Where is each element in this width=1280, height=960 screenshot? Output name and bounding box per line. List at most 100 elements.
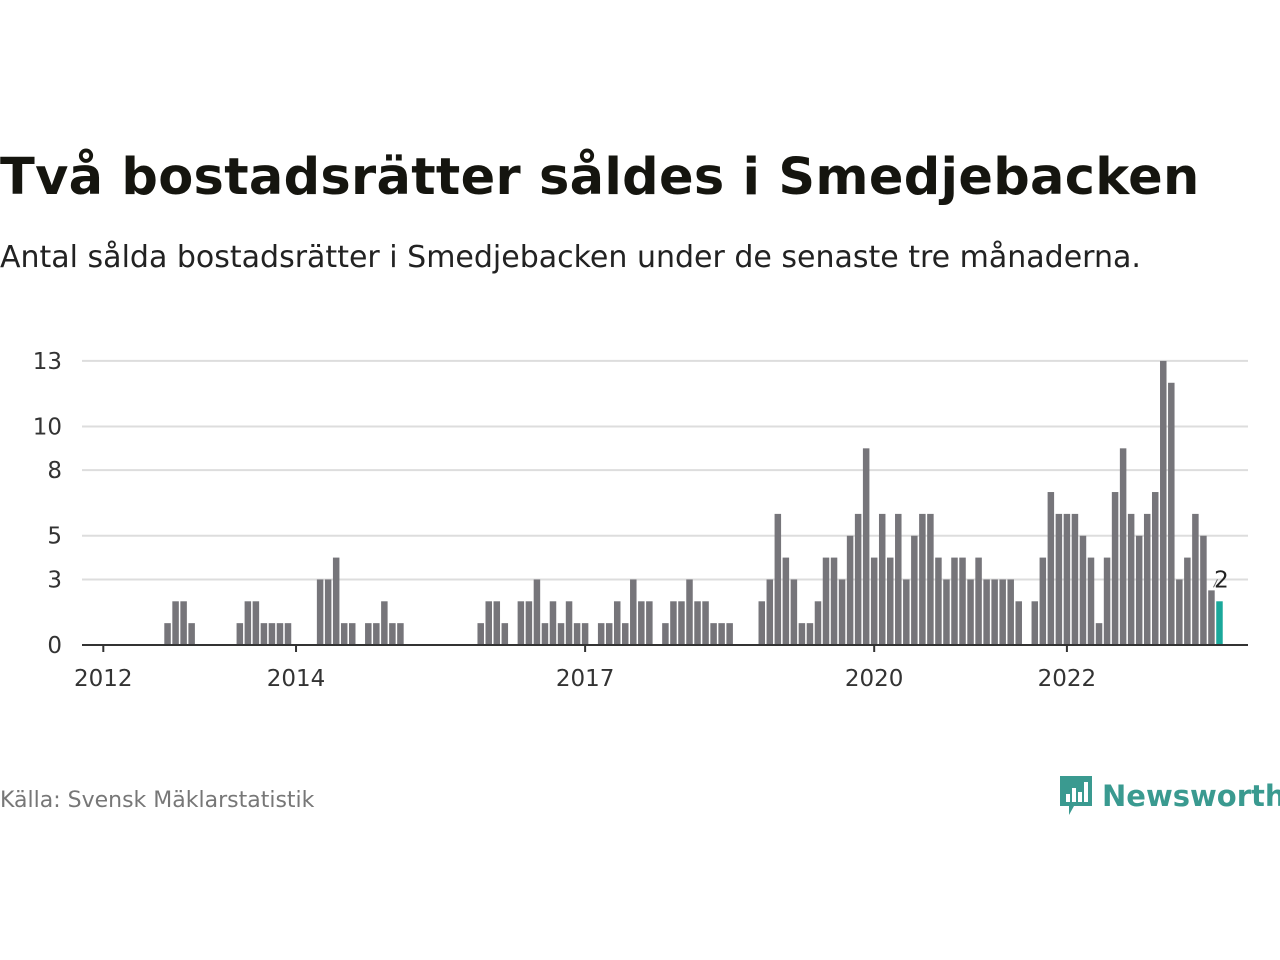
bar <box>365 623 372 645</box>
bar <box>172 601 179 645</box>
bar <box>533 579 541 645</box>
bar <box>846 535 854 645</box>
bar <box>878 513 886 645</box>
bar <box>854 513 862 645</box>
bar <box>686 579 693 645</box>
bar <box>1135 535 1143 645</box>
bar <box>597 623 605 645</box>
bar <box>967 579 974 645</box>
bar <box>887 557 894 645</box>
bar <box>268 623 276 645</box>
bar <box>927 513 934 645</box>
bar <box>284 623 292 645</box>
bar <box>1007 579 1014 645</box>
bar <box>1151 492 1159 645</box>
bar <box>276 623 284 645</box>
bar <box>975 557 982 645</box>
bar <box>838 579 846 645</box>
bar <box>911 535 918 645</box>
chart-subtitle: Antal sålda bostadsrätter i Smedjebacken… <box>0 240 1141 275</box>
bar <box>517 601 525 645</box>
bar <box>919 513 926 645</box>
bar <box>662 623 669 645</box>
bar <box>870 557 878 645</box>
bar <box>373 623 380 645</box>
bar <box>188 623 195 645</box>
x-tick-label: 2012 <box>74 666 133 692</box>
bar <box>726 623 733 645</box>
bar <box>1039 557 1047 645</box>
bar <box>622 623 629 645</box>
bar <box>397 623 404 645</box>
chart-title: Två bostadsrätter såldes i Smedjebacken <box>0 148 1200 207</box>
bar <box>1119 448 1127 645</box>
bar <box>959 557 966 645</box>
bar <box>324 579 332 645</box>
bar-chart-speech-bubble-icon <box>1060 776 1092 815</box>
bar <box>694 601 701 645</box>
bar <box>348 623 356 645</box>
bar <box>1127 513 1135 645</box>
bar <box>1031 601 1039 645</box>
bar <box>1055 513 1063 645</box>
y-tick-label: 0 <box>47 633 62 659</box>
bar <box>822 557 830 645</box>
bar <box>180 601 187 645</box>
bar <box>1071 513 1079 645</box>
brand-name: Newsworthy <box>1102 779 1280 813</box>
x-tick-label: 2020 <box>845 666 904 692</box>
bar <box>1208 590 1215 645</box>
bar <box>1103 557 1111 645</box>
annotation-leader <box>1213 579 1218 588</box>
brand-logo[interactable]: Newsworthy <box>1058 772 1280 820</box>
bar <box>758 601 766 645</box>
bar <box>1184 557 1191 645</box>
x-tick-label: 2017 <box>556 666 615 692</box>
bar <box>389 623 396 645</box>
y-axis-ticks: 0 3 5 8 10 13 <box>33 349 62 659</box>
y-tick-label: 3 <box>47 567 62 593</box>
bar <box>983 579 990 645</box>
bar <box>798 623 806 645</box>
x-tick-label: 2022 <box>1038 666 1097 692</box>
bar <box>646 601 653 645</box>
y-tick-label: 5 <box>47 524 62 550</box>
bar-chart: 0 3 5 8 10 13 2012 2014 2017 2020 2022 2 <box>33 349 1248 692</box>
source-note: Källa: Svensk Mäklarstatistik <box>0 788 315 813</box>
bar <box>316 579 324 645</box>
bar <box>630 579 637 645</box>
bar <box>581 623 589 645</box>
bar <box>573 623 581 645</box>
bar <box>1160 360 1167 645</box>
bar <box>774 513 782 645</box>
bar <box>943 579 950 645</box>
bar <box>1079 535 1087 645</box>
y-tick-label: 10 <box>33 414 62 440</box>
bar <box>252 601 260 645</box>
bar <box>830 557 838 645</box>
bar <box>613 601 621 645</box>
bar <box>1047 492 1055 645</box>
bar <box>782 557 790 645</box>
bar <box>244 601 252 645</box>
bar <box>1087 557 1095 645</box>
bar <box>806 623 814 645</box>
y-tick-label: 8 <box>47 458 62 484</box>
bar <box>991 579 998 645</box>
last-value-label: 2 <box>1214 567 1229 593</box>
bar <box>702 601 709 645</box>
bar <box>1015 601 1022 645</box>
bar <box>1192 513 1199 645</box>
bar <box>766 579 774 645</box>
bar <box>549 601 557 645</box>
bar <box>477 623 484 645</box>
bar <box>951 557 958 645</box>
bar <box>332 557 340 645</box>
bar <box>557 623 565 645</box>
bar <box>236 623 244 645</box>
bar <box>501 623 509 645</box>
bar <box>525 601 533 645</box>
bars <box>164 360 1223 645</box>
bar <box>1168 382 1175 645</box>
x-tick-label: 2014 <box>267 666 326 692</box>
